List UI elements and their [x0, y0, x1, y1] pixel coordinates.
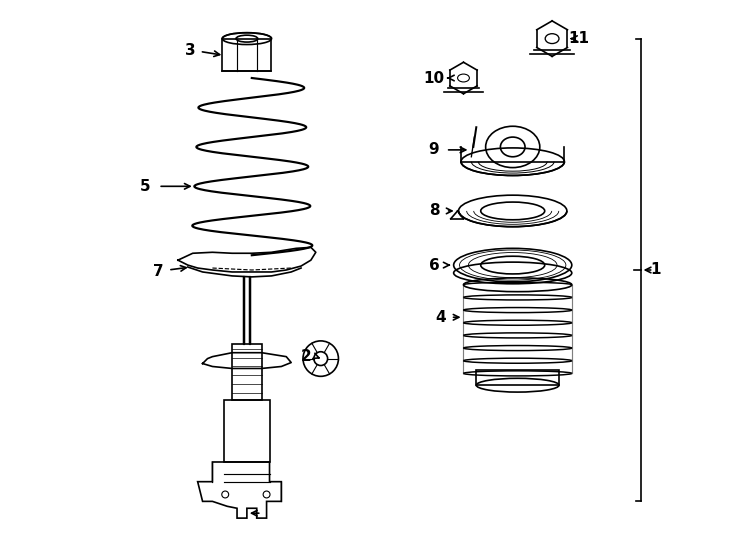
- Text: 11: 11: [568, 31, 589, 46]
- Text: 7: 7: [153, 265, 164, 280]
- Text: 6: 6: [429, 258, 440, 273]
- Text: 10: 10: [424, 71, 445, 85]
- Bar: [476, 370, 559, 385]
- Text: 1: 1: [650, 262, 661, 278]
- Text: 8: 8: [429, 204, 439, 218]
- Text: 3: 3: [186, 43, 196, 58]
- Text: 4: 4: [435, 310, 446, 325]
- Bar: [232, 344, 261, 400]
- Bar: [225, 400, 269, 462]
- Text: 5: 5: [140, 179, 150, 194]
- Text: 9: 9: [429, 143, 439, 157]
- Text: 2: 2: [301, 349, 311, 364]
